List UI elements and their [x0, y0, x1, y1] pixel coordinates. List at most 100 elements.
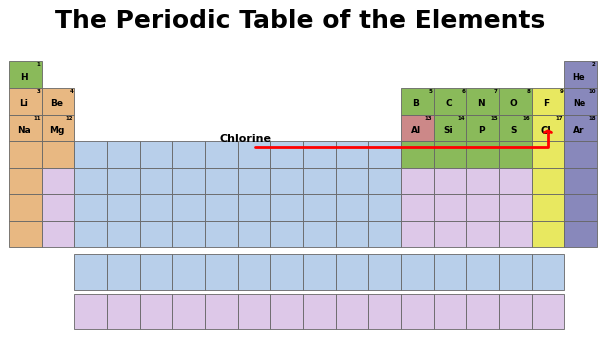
- Bar: [172, 141, 205, 168]
- Bar: [205, 294, 238, 329]
- Bar: [205, 141, 238, 168]
- Bar: [434, 88, 466, 114]
- Bar: [565, 61, 597, 88]
- Bar: [401, 88, 434, 114]
- Bar: [335, 168, 368, 194]
- Bar: [9, 114, 41, 141]
- Bar: [466, 88, 499, 114]
- Bar: [74, 294, 107, 329]
- Text: 12: 12: [65, 115, 73, 121]
- Bar: [271, 254, 303, 290]
- Bar: [238, 294, 271, 329]
- Bar: [107, 294, 140, 329]
- Text: Na: Na: [17, 126, 31, 135]
- Bar: [434, 254, 466, 290]
- Text: H: H: [20, 73, 28, 82]
- Bar: [434, 194, 466, 221]
- Bar: [368, 294, 401, 329]
- Bar: [499, 294, 532, 329]
- Bar: [238, 221, 271, 247]
- Text: Al: Al: [410, 126, 421, 135]
- Bar: [434, 168, 466, 194]
- Bar: [41, 168, 74, 194]
- Text: 5: 5: [428, 89, 433, 94]
- Bar: [9, 141, 41, 168]
- Bar: [532, 141, 565, 168]
- Bar: [434, 221, 466, 247]
- Bar: [271, 168, 303, 194]
- Bar: [401, 221, 434, 247]
- Bar: [368, 194, 401, 221]
- Bar: [303, 168, 335, 194]
- Text: 14: 14: [458, 115, 465, 121]
- Bar: [368, 221, 401, 247]
- Bar: [303, 221, 335, 247]
- Text: Ne: Ne: [573, 99, 585, 108]
- Text: P: P: [478, 126, 484, 135]
- Bar: [434, 294, 466, 329]
- Bar: [172, 294, 205, 329]
- Bar: [499, 254, 532, 290]
- Text: Be: Be: [50, 99, 63, 108]
- Bar: [74, 221, 107, 247]
- Bar: [107, 141, 140, 168]
- Bar: [9, 194, 41, 221]
- Bar: [532, 194, 565, 221]
- Bar: [271, 194, 303, 221]
- Bar: [172, 194, 205, 221]
- Bar: [401, 114, 434, 141]
- Bar: [41, 221, 74, 247]
- Bar: [140, 294, 172, 329]
- Bar: [499, 221, 532, 247]
- Bar: [303, 141, 335, 168]
- Bar: [140, 141, 172, 168]
- Bar: [434, 141, 466, 168]
- Bar: [303, 194, 335, 221]
- Text: Si: Si: [443, 126, 453, 135]
- Bar: [466, 254, 499, 290]
- Text: 9: 9: [559, 89, 563, 94]
- Bar: [401, 254, 434, 290]
- Bar: [74, 141, 107, 168]
- Text: Ar: Ar: [573, 126, 585, 135]
- Text: S: S: [511, 126, 517, 135]
- Text: 18: 18: [588, 115, 596, 121]
- Text: 10: 10: [588, 89, 596, 94]
- Bar: [565, 168, 597, 194]
- Bar: [107, 254, 140, 290]
- Bar: [140, 168, 172, 194]
- Bar: [303, 294, 335, 329]
- Bar: [466, 114, 499, 141]
- Bar: [532, 88, 565, 114]
- Bar: [401, 194, 434, 221]
- Text: F: F: [544, 99, 550, 108]
- Text: Li: Li: [19, 99, 28, 108]
- Bar: [9, 221, 41, 247]
- Bar: [499, 168, 532, 194]
- Bar: [368, 141, 401, 168]
- Bar: [434, 114, 466, 141]
- Bar: [9, 88, 41, 114]
- Text: O: O: [510, 99, 518, 108]
- Bar: [41, 88, 74, 114]
- Bar: [532, 294, 565, 329]
- Bar: [205, 221, 238, 247]
- Bar: [74, 168, 107, 194]
- Bar: [9, 168, 41, 194]
- Text: 16: 16: [523, 115, 530, 121]
- Bar: [140, 194, 172, 221]
- Bar: [401, 141, 434, 168]
- Bar: [401, 294, 434, 329]
- Bar: [172, 168, 205, 194]
- Bar: [565, 141, 597, 168]
- Bar: [532, 221, 565, 247]
- Text: 11: 11: [33, 115, 40, 121]
- Text: 1: 1: [37, 62, 40, 67]
- Text: He: He: [573, 73, 586, 82]
- Bar: [565, 88, 597, 114]
- Bar: [499, 141, 532, 168]
- Bar: [41, 114, 74, 141]
- Bar: [238, 141, 271, 168]
- Text: B: B: [412, 99, 419, 108]
- Bar: [466, 221, 499, 247]
